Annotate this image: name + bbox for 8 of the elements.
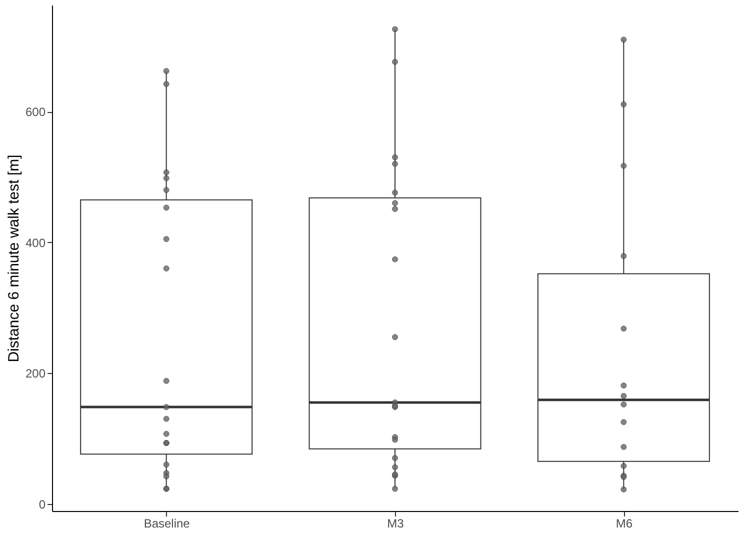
y-tick-label: 0 — [38, 497, 46, 512]
y-tick-label: 400 — [25, 236, 46, 250]
y-tick-label: 200 — [25, 366, 46, 381]
x-tick-label: M6 — [616, 516, 633, 530]
x-tick-label: M3 — [387, 516, 404, 530]
y-axis-title: Distance 6 minute walk test [m] — [5, 154, 22, 362]
x-tick-label: Baseline — [144, 516, 190, 530]
y-tick-label: 600 — [25, 105, 46, 120]
